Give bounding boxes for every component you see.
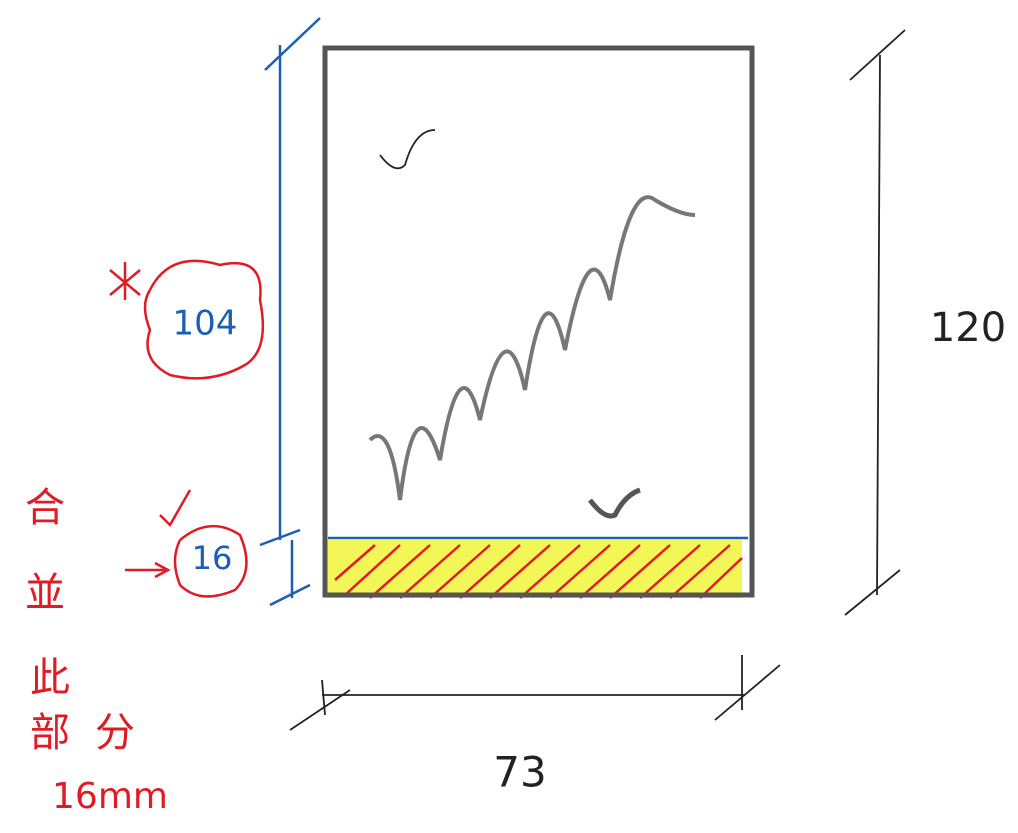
circle (173, 524, 248, 598)
note-char: 此 (30, 655, 70, 701)
note-char: 部 (30, 710, 70, 756)
dimension-bottom (289, 655, 781, 731)
hatching (334, 544, 743, 599)
upper-height: 104 (173, 304, 238, 344)
squiggle (379, 129, 436, 170)
circle (143, 259, 265, 380)
box-outline (322, 45, 755, 598)
note-measure: 16mm (52, 776, 168, 817)
arrow (125, 561, 171, 579)
squiggle (368, 195, 696, 501)
note-char: 並 (25, 570, 65, 616)
note-char: 分 (95, 710, 135, 756)
dimension-left (259, 17, 321, 607)
asterisk (109, 262, 141, 300)
check-mark (159, 489, 192, 528)
note-char: 合 (25, 485, 65, 531)
total-height: 120 (930, 305, 1006, 351)
dimension-right (844, 29, 906, 616)
lower-height: 16 (192, 539, 233, 577)
width: 73 (493, 748, 546, 797)
squiggle (588, 487, 641, 519)
